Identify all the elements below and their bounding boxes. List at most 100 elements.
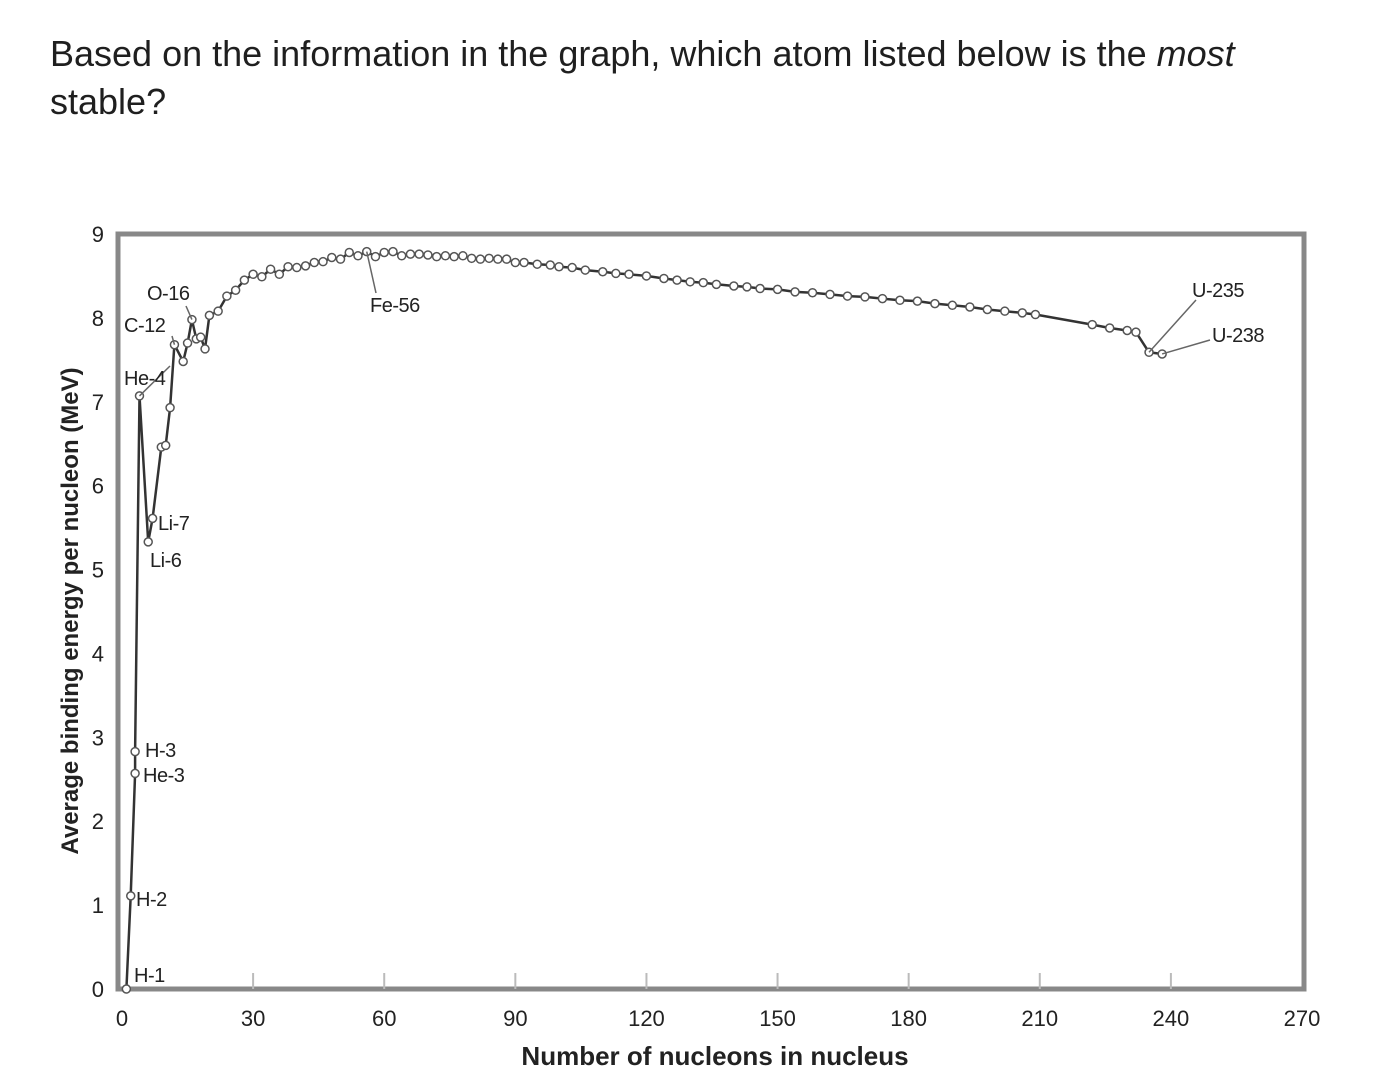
data-point (283, 261, 293, 272)
annotation-leader (185, 305, 193, 320)
y-tick-label: 6 (92, 474, 104, 499)
data-point (842, 291, 853, 301)
data-point (807, 287, 818, 298)
x-tick-label: 0 (116, 1006, 128, 1031)
question-text: Based on the information in the graph, w… (50, 30, 1350, 126)
y-tick-label: 1 (92, 893, 104, 918)
x-tick-label: 180 (890, 1006, 927, 1031)
data-point (501, 254, 512, 264)
data-point (554, 261, 564, 272)
data-point (641, 271, 652, 281)
data-point (659, 273, 669, 284)
annotation-label: Li-6 (150, 550, 182, 572)
annotation-label: H-1 (134, 965, 165, 987)
y-tick-label: 0 (92, 977, 104, 1002)
question-emphasis: most (1156, 33, 1235, 74)
data-point (379, 247, 389, 258)
data-point (440, 251, 451, 261)
x-axis-label: Number of nucleons in nucleus (521, 1041, 908, 1071)
data-point (405, 249, 416, 259)
data-point (1122, 325, 1132, 336)
data-point (1030, 309, 1041, 320)
data-point (580, 265, 591, 275)
data-point (1000, 306, 1010, 316)
data-point (545, 260, 556, 270)
data-point (265, 264, 276, 274)
data-point (475, 254, 486, 264)
data-point (182, 338, 193, 348)
annotation-label: He-3 (143, 765, 185, 787)
data-point (431, 251, 442, 262)
data-point (597, 267, 608, 277)
data-point (877, 293, 888, 304)
data-point (519, 257, 529, 268)
y-tick-label: 3 (92, 725, 104, 750)
y-tick-label: 5 (92, 558, 104, 583)
annotation-label: C-12 (124, 315, 166, 337)
data-point (143, 537, 153, 547)
x-tick-label: 240 (1153, 1006, 1190, 1031)
question-prefix: Based on the information in the graph, w… (50, 33, 1157, 74)
data-point (248, 269, 258, 280)
data-point (130, 746, 140, 757)
data-point (698, 277, 709, 288)
annotation-label: U-235 (1192, 280, 1244, 302)
data-point (414, 249, 424, 259)
annotation-leader (171, 335, 176, 345)
data-point (711, 279, 722, 290)
data-point (1087, 319, 1097, 330)
annotation-label: H-3 (145, 740, 176, 762)
data-point (611, 268, 621, 279)
annotation-label: Fe-56 (370, 295, 420, 317)
data-point (685, 277, 695, 287)
data-point (213, 306, 223, 316)
data-point (230, 285, 241, 295)
data-point (353, 251, 363, 261)
y-tick-label: 9 (92, 222, 104, 247)
data-point (257, 272, 267, 282)
y-axis-label: Average binding energy per nucleon (MeV) (57, 367, 84, 854)
data-point (449, 251, 459, 262)
annotation-label: U-238 (1212, 325, 1264, 347)
y-tick-label: 2 (92, 809, 104, 834)
data-point (755, 283, 765, 294)
data-point (466, 253, 477, 264)
data-point (825, 289, 835, 300)
data-point (772, 284, 783, 295)
data-point (204, 310, 215, 321)
data-point (121, 984, 132, 994)
data-point (912, 296, 923, 306)
data-point (965, 302, 975, 312)
data-point (567, 262, 577, 273)
annotation-label: H-2 (136, 889, 167, 911)
data-point (200, 344, 210, 354)
data-point (130, 768, 140, 779)
y-tick-labels: 0 1 2 3 4 5 6 7 8 9 (92, 222, 104, 1002)
data-point (729, 281, 739, 291)
data-point (895, 295, 905, 306)
data-point (147, 513, 158, 524)
annotation-label: O-16 (147, 283, 190, 305)
x-tick-label: 30 (241, 1006, 265, 1031)
data-point (178, 356, 188, 367)
data-point (396, 251, 407, 261)
data-point (195, 332, 206, 342)
x-tick-label: 150 (759, 1006, 796, 1031)
x-tick-labels: 0 30 60 90 120 150 180 210 240 270 (116, 973, 1320, 1031)
data-point (300, 261, 311, 271)
x-tick-label: 120 (628, 1006, 665, 1031)
annotation-label: He-4 (124, 368, 166, 390)
data-point (742, 282, 752, 292)
y-tick-label: 4 (92, 641, 104, 666)
plot-frame (115, 231, 1307, 992)
annotation-label: Li-7 (158, 513, 190, 535)
data-point (335, 254, 346, 264)
data-point (309, 257, 320, 268)
data-point (344, 247, 355, 258)
data-point (318, 256, 328, 267)
data-series (121, 246, 1167, 994)
data-point (947, 300, 958, 311)
data-point (423, 250, 433, 260)
data-point (860, 292, 870, 302)
